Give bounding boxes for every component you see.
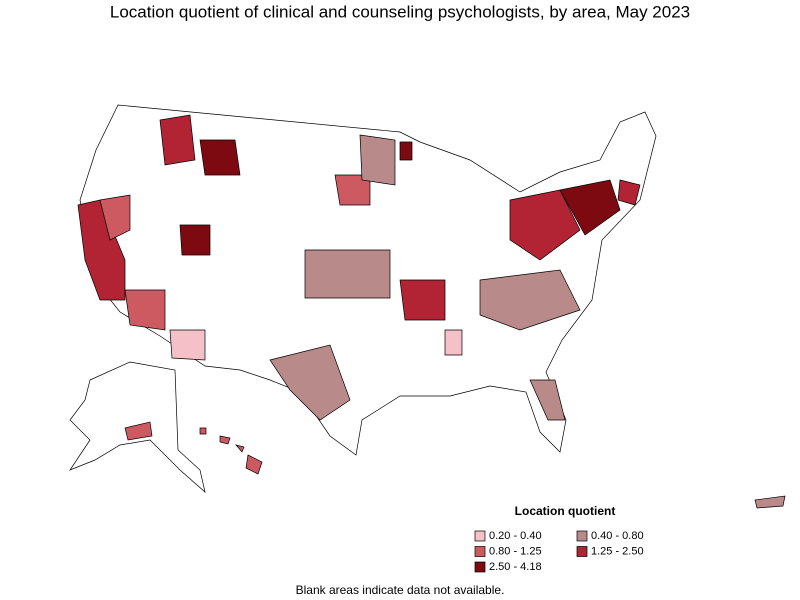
map [69,104,786,509]
hawaii [199,427,263,475]
legend-label: 0.80 - 1.25 [489,545,542,557]
legend-label: 2.50 - 4.18 [489,561,542,573]
map-title: Location quotient of clinical and counse… [110,2,690,21]
legend-swatch [474,530,486,542]
legend-swatch [474,546,486,557]
legend-swatch [576,546,588,557]
alaska-area [124,421,153,441]
puerto-rico [754,495,786,509]
legend-swatch [474,561,486,573]
area-fills [77,114,641,421]
legend-title: Location quotient [515,504,616,518]
legend-swatch [576,530,588,542]
legend-label: 0.40 - 0.80 [591,530,644,542]
footnote: Blank areas indicate data not available. [296,583,505,597]
legend: Location quotient 0.20 - 0.40 0.40 - 0.80… [474,504,644,573]
legend-label: 0.20 - 0.40 [489,530,542,542]
legend-label: 1.25 - 2.50 [591,545,644,557]
